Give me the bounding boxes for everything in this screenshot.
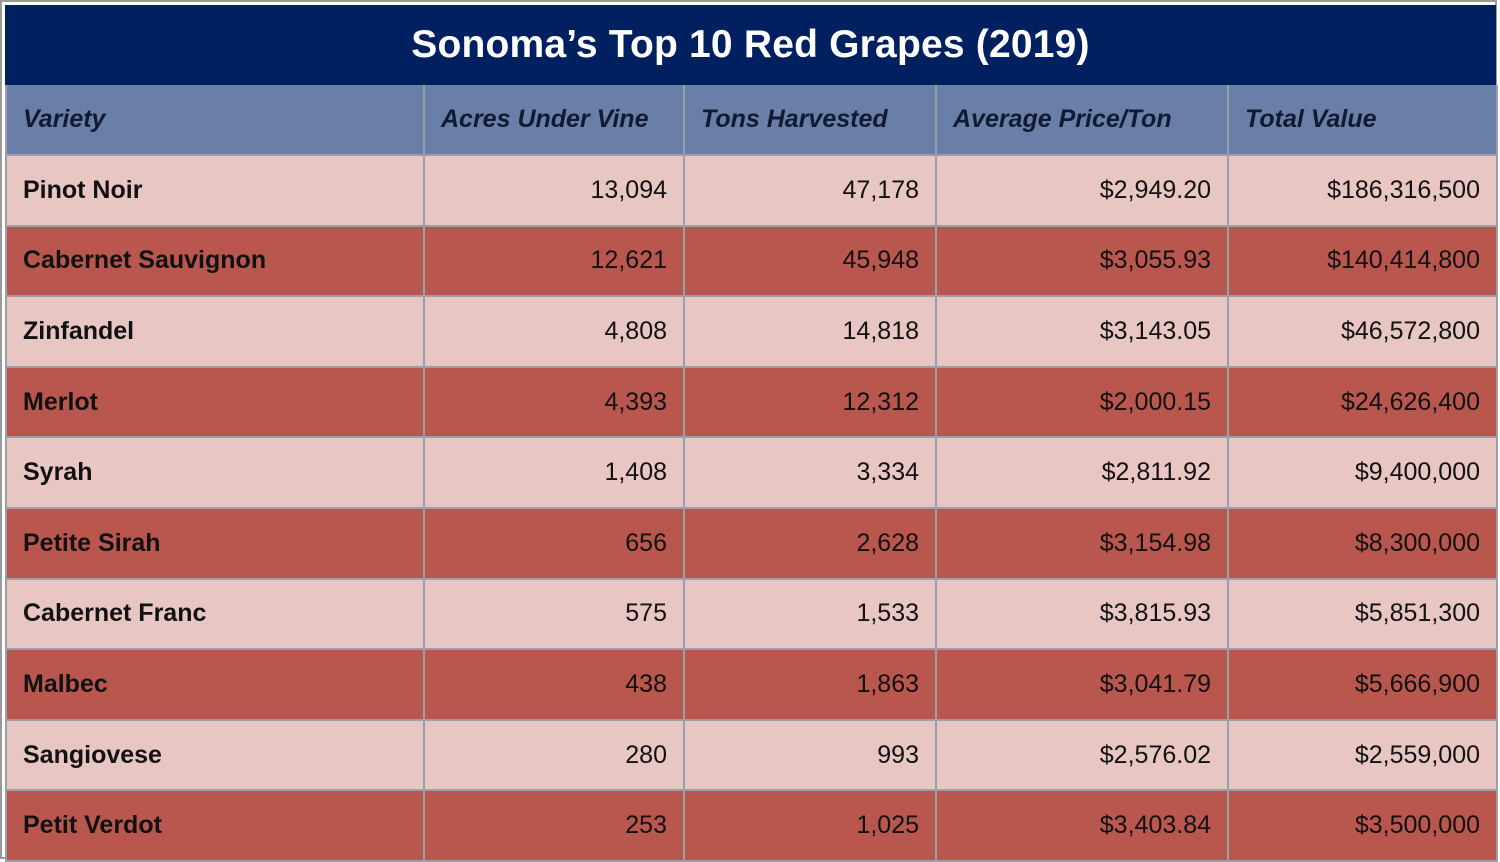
value-cell: $46,572,800	[1227, 295, 1498, 368]
column-header-value: Total Value	[1227, 85, 1498, 156]
column-header-variety: Variety	[5, 85, 425, 156]
price-cell: $3,055.93	[935, 224, 1229, 298]
value-cell: $24,626,400	[1227, 365, 1498, 439]
tons-cell: 1,025	[683, 789, 937, 862]
price-cell: $2,811.92	[935, 436, 1229, 509]
variety-cell: Syrah	[5, 436, 425, 509]
value-cell: $140,414,800	[1227, 224, 1498, 298]
table-row: Petit Verdot 253 1,025 $3,403.84 $3,500,000	[5, 789, 1498, 862]
tons-cell: 1,533	[683, 577, 937, 651]
tons-cell: 14,818	[683, 295, 937, 368]
value-cell: $5,851,300	[1227, 577, 1498, 651]
price-cell: $3,403.84	[935, 789, 1229, 862]
variety-cell: Cabernet Franc	[5, 577, 425, 651]
acres-cell: 1,408	[423, 436, 685, 509]
table-title: Sonoma’s Top 10 Red Grapes (2019)	[5, 5, 1496, 85]
acres-cell: 4,808	[423, 295, 685, 368]
acres-cell: 575	[423, 577, 685, 651]
acres-cell: 438	[423, 648, 685, 721]
table-row: Malbec 438 1,863 $3,041.79 $5,666,900	[5, 648, 1498, 721]
acres-cell: 253	[423, 789, 685, 862]
price-cell: $3,154.98	[935, 506, 1229, 580]
price-cell: $2,576.02	[935, 718, 1229, 792]
acres-cell: 12,621	[423, 224, 685, 298]
table-row: Pinot Noir 13,094 47,178 $2,949.20 $186,316,…	[5, 154, 1498, 227]
table-row: Petite Sirah 656 2,628 $3,154.98 $8,300,000	[5, 506, 1498, 580]
tons-cell: 1,863	[683, 648, 937, 721]
table-row: Cabernet Sauvignon 12,621 45,948 $3,055.93 $…	[5, 224, 1498, 298]
variety-cell: Cabernet Sauvignon	[5, 224, 425, 298]
acres-cell: 4,393	[423, 365, 685, 439]
table-row: Merlot 4,393 12,312 $2,000.15 $24,626,400	[5, 365, 1498, 439]
variety-cell: Sangiovese	[5, 718, 425, 792]
table-body: Pinot Noir 13,094 47,178 $2,949.20 $186,316,…	[5, 154, 1498, 862]
value-cell: $8,300,000	[1227, 506, 1498, 580]
column-header-acres: Acres Under Vine	[423, 85, 685, 156]
grapes-table: Variety Acres Under Vine Tons Harvested …	[5, 85, 1498, 862]
variety-cell: Zinfandel	[5, 295, 425, 368]
price-cell: $2,000.15	[935, 365, 1229, 439]
column-header-price: Average Price/Ton	[935, 85, 1229, 156]
tons-cell: 3,334	[683, 436, 937, 509]
variety-cell: Merlot	[5, 365, 425, 439]
price-cell: $2,949.20	[935, 154, 1229, 227]
price-cell: $3,143.05	[935, 295, 1229, 368]
tons-cell: 993	[683, 718, 937, 792]
header-row: Variety Acres Under Vine Tons Harvested …	[5, 85, 1498, 156]
table-row: Syrah 1,408 3,334 $2,811.92 $9,400,000	[5, 436, 1498, 509]
value-cell: $186,316,500	[1227, 154, 1498, 227]
variety-cell: Malbec	[5, 648, 425, 721]
table-row: Sangiovese 280 993 $2,576.02 $2,559,000	[5, 718, 1498, 792]
value-cell: $9,400,000	[1227, 436, 1498, 509]
tons-cell: 47,178	[683, 154, 937, 227]
value-cell: $3,500,000	[1227, 789, 1498, 862]
price-cell: $3,815.93	[935, 577, 1229, 651]
price-cell: $3,041.79	[935, 648, 1229, 721]
acres-cell: 280	[423, 718, 685, 792]
value-cell: $5,666,900	[1227, 648, 1498, 721]
acres-cell: 13,094	[423, 154, 685, 227]
column-header-tons: Tons Harvested	[683, 85, 937, 156]
variety-cell: Pinot Noir	[5, 154, 425, 227]
value-cell: $2,559,000	[1227, 718, 1498, 792]
acres-cell: 656	[423, 506, 685, 580]
variety-cell: Petit Verdot	[5, 789, 425, 862]
table-row: Cabernet Franc 575 1,533 $3,815.93 $5,851,30…	[5, 577, 1498, 651]
tons-cell: 12,312	[683, 365, 937, 439]
tons-cell: 2,628	[683, 506, 937, 580]
tons-cell: 45,948	[683, 224, 937, 298]
variety-cell: Petite Sirah	[5, 506, 425, 580]
table-row: Zinfandel 4,808 14,818 $3,143.05 $46,572,800	[5, 295, 1498, 368]
